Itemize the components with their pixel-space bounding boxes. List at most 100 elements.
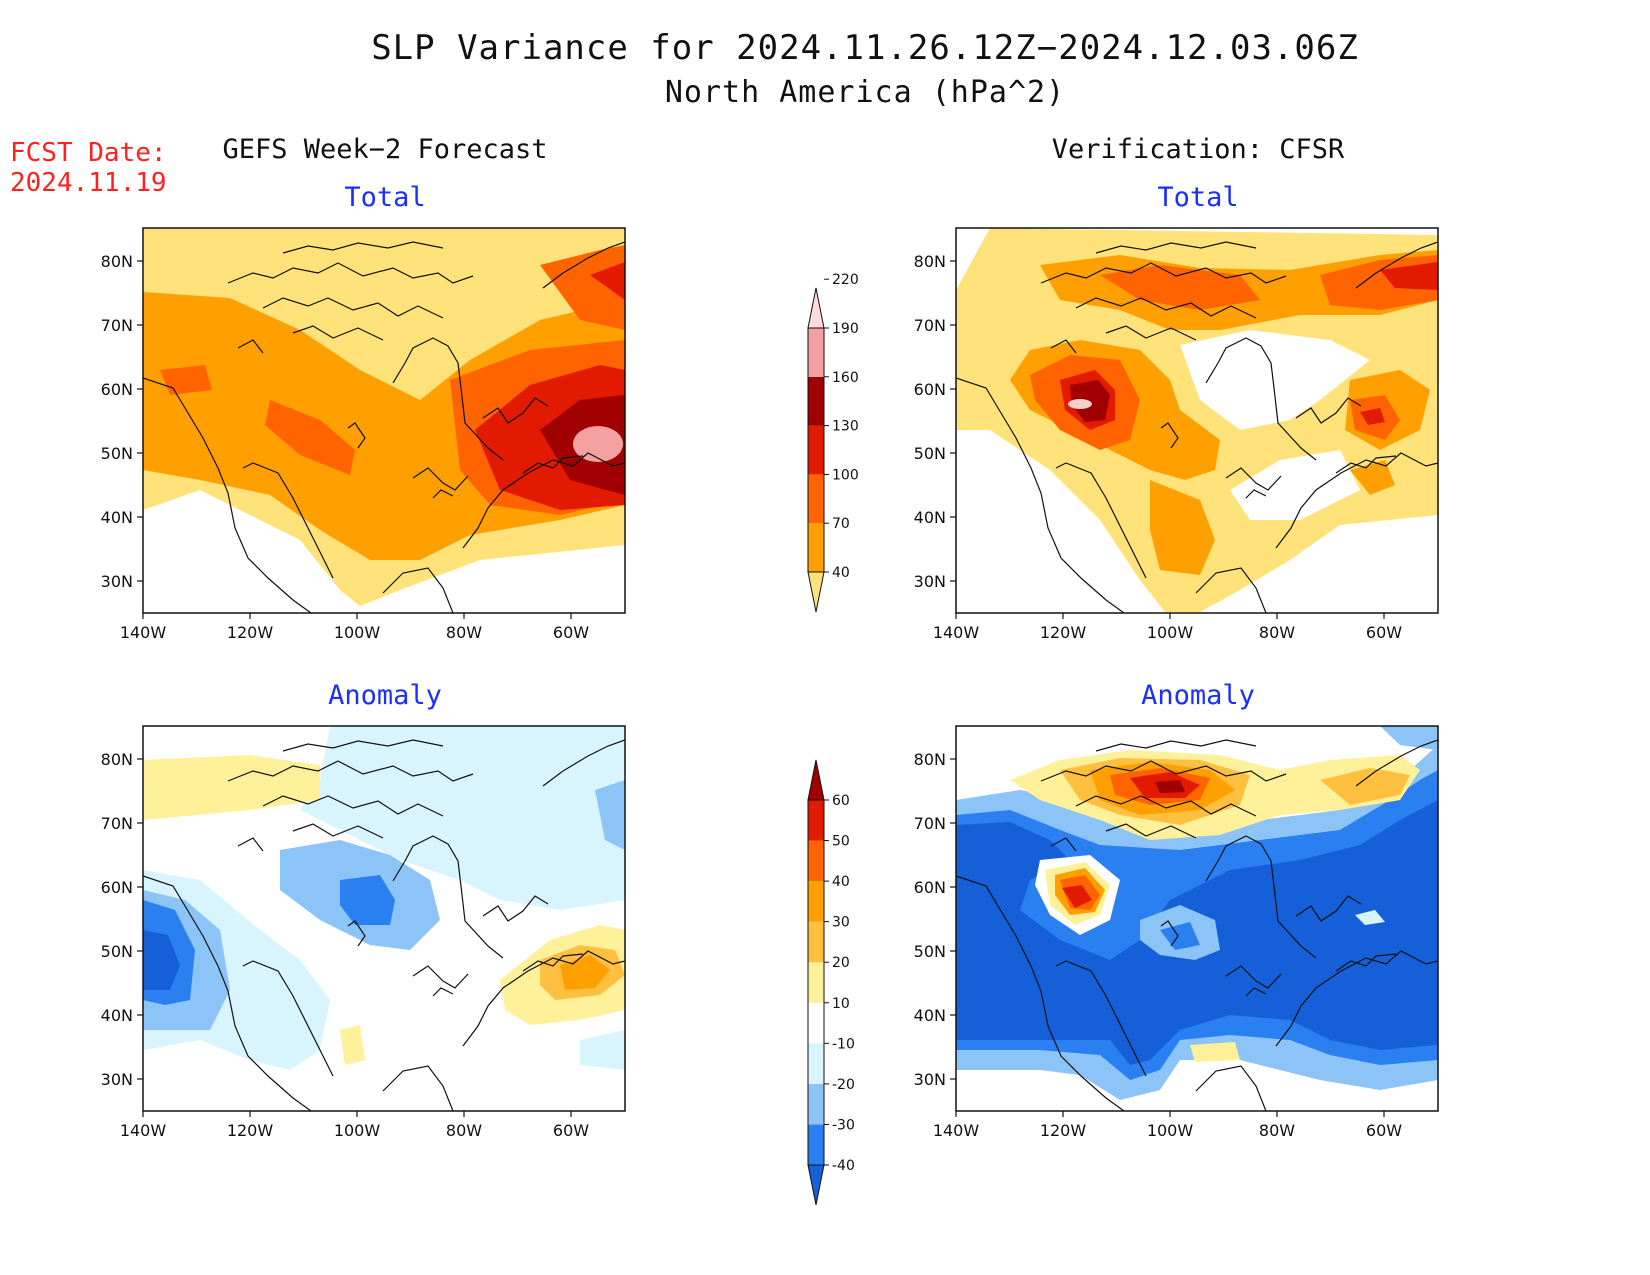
- lat-tick-label: 70N: [101, 316, 133, 335]
- colorbar-label: 40: [832, 565, 850, 581]
- colorbar-swatch: [808, 474, 824, 524]
- colorbar-swatch: [808, 1124, 824, 1165]
- colorbar-label: 30: [832, 915, 850, 931]
- lat-tick-label: 40N: [101, 508, 133, 527]
- verification-anomaly-label: Anomaly: [1141, 680, 1255, 711]
- lat-tick-label: 80N: [101, 252, 133, 271]
- verification-total-frame: [955, 227, 1439, 614]
- colorbar-top-arrow: [807, 759, 825, 801]
- colorbar-swatch: [808, 523, 824, 572]
- lon-tick-label: 120W: [1040, 1121, 1087, 1140]
- lat-tick-label: 60N: [101, 380, 133, 399]
- fcst-date-label: FCST Date:: [10, 138, 167, 168]
- lon-tick-label: 100W: [334, 623, 381, 642]
- verification-anomaly-frame: [955, 725, 1439, 1112]
- lon-tick-label: 120W: [227, 623, 274, 642]
- lat-tick-label: 70N: [101, 814, 133, 833]
- colorbar-label: 130: [832, 419, 859, 435]
- colorbar-label: -10: [832, 1036, 855, 1052]
- anomaly-colorbar: -40 -30 -20 -10 10 20 30 40 50 60: [807, 759, 855, 1206]
- axis-labels: 80N 70N 60N 50N 40N 30N 140W 120W 100W 80W 60W 80N 7…: [101, 252, 1403, 1140]
- forecast-anomaly-frame: [142, 725, 626, 1112]
- total-colorbar: 40 70 100 130 160 190 220: [807, 272, 859, 613]
- lat-tick-label: 60N: [914, 878, 946, 897]
- colorbar-swatch: [808, 1002, 824, 1044]
- forecast-column-heading: GEFS Week−2 Forecast: [222, 134, 548, 165]
- lon-tick-label: 100W: [334, 1121, 381, 1140]
- colorbar-label: -30: [832, 1117, 855, 1133]
- colorbar-swatch: [808, 962, 824, 1003]
- lon-tick-label: 100W: [1147, 1121, 1194, 1140]
- colorbar-swatch: [808, 328, 824, 377]
- lat-tick-label: 80N: [914, 252, 946, 271]
- forecast-total-frame: [142, 227, 626, 614]
- colorbar-label: -20: [832, 1077, 855, 1093]
- main-subtitle: North America (hPa^2): [664, 75, 1066, 110]
- colorbar-label: 10: [832, 996, 850, 1012]
- lon-tick-label: 120W: [227, 1121, 274, 1140]
- colorbar-swatch: [808, 800, 824, 841]
- colorbar-label: 40: [832, 874, 850, 890]
- colorbar-bottom-arrow: [807, 1164, 825, 1206]
- lon-tick-label: 80W: [1259, 623, 1295, 642]
- lat-tick-label: 40N: [914, 1006, 946, 1025]
- colorbar-swatch: [808, 921, 824, 963]
- colorbar-swatch: [808, 840, 824, 882]
- colorbar-label: 50: [832, 834, 850, 850]
- lat-tick-label: 50N: [101, 444, 133, 463]
- verification-total-map: [956, 228, 1438, 613]
- lon-tick-label: 80W: [1259, 1121, 1295, 1140]
- colorbar-label: 160: [832, 370, 859, 386]
- colorbar-label: 70: [832, 516, 850, 532]
- lat-tick-label: 30N: [914, 572, 946, 591]
- lat-tick-label: 70N: [914, 814, 946, 833]
- lon-tick-label: 140W: [120, 623, 167, 642]
- lon-tick-label: 100W: [1147, 623, 1194, 642]
- lon-tick-label: 80W: [446, 1121, 482, 1140]
- lat-tick-label: 40N: [914, 508, 946, 527]
- lon-tick-label: 120W: [1040, 623, 1087, 642]
- forecast-total-map: [143, 228, 625, 613]
- forecast-total-label: Total: [344, 182, 426, 213]
- colorbar-label: 100: [832, 467, 859, 483]
- colorbar-label: -40: [832, 1158, 855, 1174]
- colorbar-swatch: [808, 1043, 824, 1084]
- colorbar-label: 190: [832, 321, 859, 337]
- lon-tick-label: 140W: [933, 1121, 980, 1140]
- lon-tick-label: 80W: [446, 623, 482, 642]
- lat-tick-label: 30N: [101, 572, 133, 591]
- lon-tick-label: 60W: [1366, 623, 1402, 642]
- lat-tick-label: 50N: [914, 444, 946, 463]
- lon-tick-label: 140W: [120, 1121, 167, 1140]
- colorbar-label: 60: [832, 793, 850, 809]
- forecast-anomaly-label: Anomaly: [328, 680, 442, 711]
- verification-column-heading: Verification: CFSR: [1051, 134, 1345, 165]
- lon-tick-label: 60W: [1366, 1121, 1402, 1140]
- main-title: SLP Variance for 2024.11.26.12Z−2024.12.…: [371, 28, 1359, 68]
- lat-tick-label: 50N: [101, 942, 133, 961]
- lon-tick-label: 60W: [553, 623, 589, 642]
- colorbar-swatch: [808, 1083, 824, 1125]
- colorbar-swatch: [808, 881, 824, 922]
- lon-tick-label: 140W: [933, 623, 980, 642]
- fcst-date-value: 2024.11.19: [10, 168, 167, 198]
- colorbar-top-arrow: [807, 287, 825, 329]
- lon-tick-label: 60W: [553, 1121, 589, 1140]
- lat-tick-label: 70N: [914, 316, 946, 335]
- colorbar-label: 20: [832, 955, 850, 971]
- lat-tick-label: 50N: [914, 942, 946, 961]
- colorbar-swatch: [808, 376, 824, 426]
- verification-anomaly-map: [956, 726, 1438, 1111]
- verification-total-label: Total: [1157, 182, 1239, 213]
- lat-tick-label: 30N: [101, 1070, 133, 1089]
- colorbar-label: 220: [832, 272, 859, 288]
- lat-tick-label: 60N: [101, 878, 133, 897]
- lat-tick-label: 30N: [914, 1070, 946, 1089]
- lat-tick-label: 60N: [914, 380, 946, 399]
- forecast-anomaly-map: [143, 726, 625, 1111]
- lat-tick-label: 40N: [101, 1006, 133, 1025]
- colorbar-bottom-arrow: [807, 571, 825, 613]
- lat-tick-label: 80N: [914, 750, 946, 769]
- lat-tick-label: 80N: [101, 750, 133, 769]
